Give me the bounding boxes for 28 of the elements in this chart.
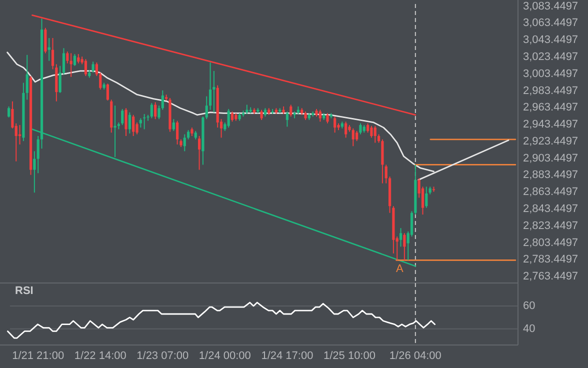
x-tick-label: 1/26 04:00 xyxy=(389,350,442,362)
y-tick-label: 2,943.4497 xyxy=(523,118,578,131)
x-tick-label: 1/23 07:00 xyxy=(136,350,189,362)
y-tick-label: 2,763.4497 xyxy=(523,270,578,283)
y-tick-label: 2,863.4497 xyxy=(523,186,578,198)
x-tick-label: 1/22 14:00 xyxy=(74,350,126,362)
y-tick-label: 2,783.4497 xyxy=(523,254,578,266)
chart-title: RSI xyxy=(15,285,34,297)
x-tick-label: 1/21 21:00 xyxy=(12,350,64,362)
annotation: A xyxy=(396,263,404,276)
y-tick-label: 3,003.4497 xyxy=(523,68,578,80)
y-tick-label: 3,023.4497 xyxy=(523,50,578,63)
y-tick-label: 2,803.4497 xyxy=(523,236,578,249)
x-tick-label: 1/24 00:00 xyxy=(198,350,251,362)
y-tick-label: 3,043.4497 xyxy=(523,34,578,46)
y-tick-label: 40 xyxy=(523,322,536,335)
y-tick-label: 3,083.4497 xyxy=(523,0,578,12)
y-tick-label: 2,883.4497 xyxy=(523,169,578,182)
x-tick-label: 1/24 17:00 xyxy=(261,350,314,362)
y-tick-label: 60 xyxy=(523,300,536,312)
y-tick-label: 3,063.4497 xyxy=(523,17,578,30)
y-tick-label: 2,843.4497 xyxy=(523,203,578,216)
y-tick-label: 2,983.4497 xyxy=(523,84,578,97)
y-tick-label: 2,963.4497 xyxy=(523,102,578,114)
y-tick-label: 2,923.4497 xyxy=(523,135,578,148)
y-tick-label: 2,903.4497 xyxy=(523,152,578,164)
y-tick-label: 2,823.4497 xyxy=(523,220,578,232)
x-tick-label: 1/25 10:00 xyxy=(323,350,376,362)
